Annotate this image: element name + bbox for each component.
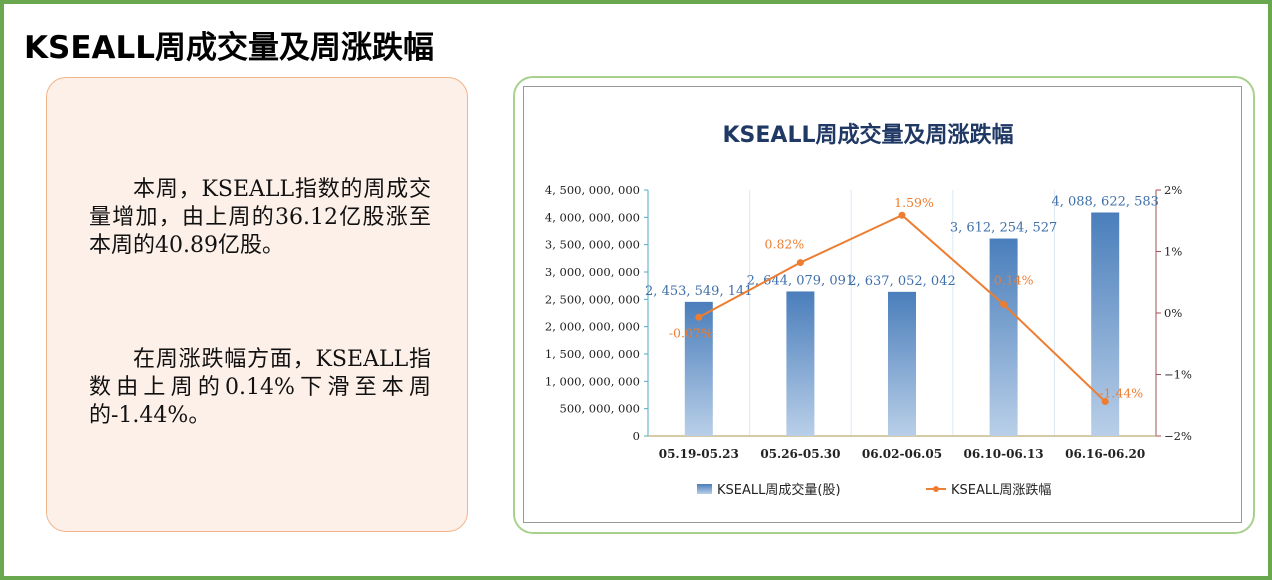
left-axis-tick-label: 4, 500, 000, 000 xyxy=(545,183,640,197)
volume-bar-label: 4, 088, 622, 583 xyxy=(1051,194,1159,209)
volume-bar-label: 2, 453, 549, 141 xyxy=(645,284,753,299)
legend-line-marker xyxy=(933,486,939,492)
left-axis-tick-label: 2, 500, 000, 000 xyxy=(545,292,640,306)
chart-card xyxy=(513,76,1255,534)
change-point xyxy=(1000,300,1008,308)
summary-paragraph-volume: 本周，KSEALL指数的周成交量增加，由上周的36.12亿股涨至本周的40.89… xyxy=(89,177,431,258)
left-axis-tick-label: 4, 000, 000, 000 xyxy=(545,210,640,224)
left-axis-tick-label: 500, 000, 000 xyxy=(560,402,640,416)
left-axis-tick-label: 1, 500, 000, 000 xyxy=(545,347,640,361)
change-point xyxy=(1101,398,1109,406)
x-axis-tick-label: 06.10-06.13 xyxy=(964,447,1044,461)
x-axis-tick-label: 06.16-06.20 xyxy=(1065,447,1145,461)
right-axis-tick-label: −2% xyxy=(1164,429,1192,443)
left-axis-tick-label: 0 xyxy=(633,429,640,443)
change-point xyxy=(695,313,703,321)
change-point-label: -0.07% xyxy=(669,325,713,340)
volume-bar-label: 3, 612, 254, 527 xyxy=(950,221,1058,236)
volume-bar xyxy=(786,291,815,436)
x-axis-tick-label: 06.02-06.05 xyxy=(862,447,942,461)
right-axis-tick-label: −1% xyxy=(1164,368,1192,382)
left-axis-tick-label: 3, 500, 000, 000 xyxy=(545,238,640,252)
change-point-label: 0.82% xyxy=(765,237,805,252)
change-point-label: -1.44% xyxy=(1099,386,1143,401)
right-axis-tick-label: 2% xyxy=(1164,183,1182,197)
volume-bar-label: 2, 637, 052, 042 xyxy=(848,274,956,289)
legend-bar-swatch xyxy=(697,484,712,494)
volume-bar xyxy=(989,238,1018,436)
summary-box: 本周，KSEALL指数的周成交量增加，由上周的36.12亿股涨至本周的40.89… xyxy=(46,77,468,532)
left-axis-tick-label: 2, 000, 000, 000 xyxy=(545,320,640,334)
volume-bar-label: 2, 644, 079, 091 xyxy=(747,273,855,288)
change-point xyxy=(898,211,906,219)
right-axis-tick-label: 0% xyxy=(1164,306,1182,320)
right-axis-tick-label: 1% xyxy=(1164,245,1182,259)
page-title: KSEALL周成交量及周涨跌幅 xyxy=(24,30,435,66)
left-axis-tick-label: 3, 000, 000, 000 xyxy=(545,265,640,279)
legend-label-change: KSEALL周涨跌幅 xyxy=(951,482,1051,498)
volume-bar xyxy=(888,291,916,436)
change-point-label: 0.14% xyxy=(994,272,1034,287)
chart-frame xyxy=(523,86,1242,523)
legend-label-volume: KSEALL周成交量(股) xyxy=(717,482,841,498)
x-axis-tick-label: 05.26-05.30 xyxy=(760,447,840,461)
volume-bar xyxy=(684,301,713,436)
change-point xyxy=(796,259,804,267)
summary-paragraph-change: 在周涨跌幅方面，KSEALL指数由上周的0.14%下滑至本周的-1.44%。 xyxy=(89,347,431,428)
x-axis-tick-label: 05.19-05.23 xyxy=(659,447,739,461)
left-axis-tick-label: 1, 000, 000, 000 xyxy=(545,374,640,388)
chart-title: KSEALL周成交量及周涨跌幅 xyxy=(723,122,1014,148)
change-point-label: 1.59% xyxy=(894,195,934,210)
